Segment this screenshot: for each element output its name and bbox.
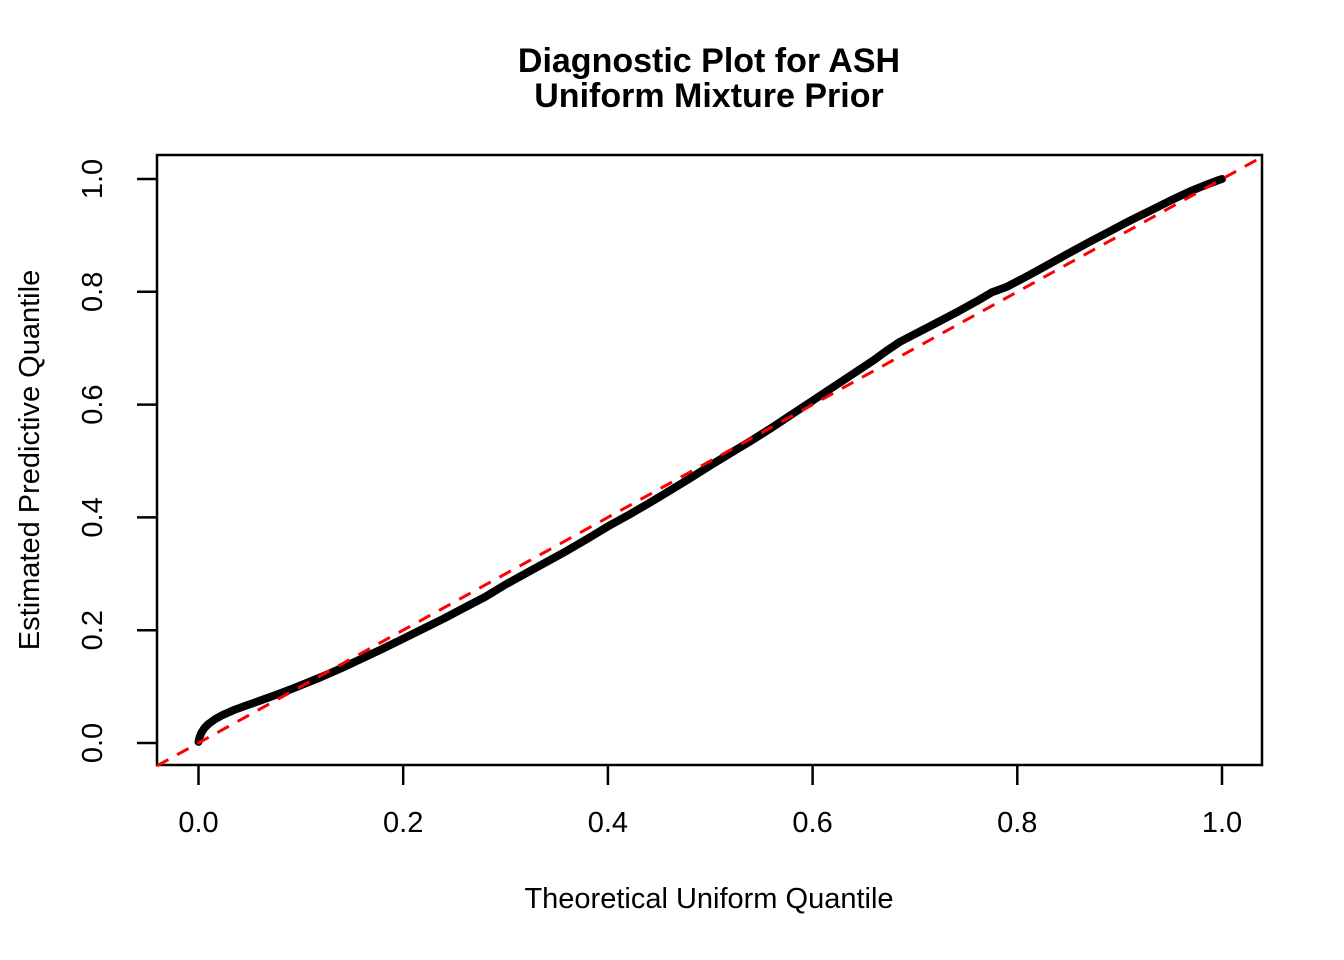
x-axis-title: Theoretical Uniform Quantile [524, 883, 893, 915]
x-axis-tick-labels: 0.0 0.2 0.4 0.6 0.8 1.0 [178, 807, 1242, 839]
y-tick-label: 0.8 [77, 272, 109, 312]
plot-box [155, 153, 1264, 767]
x-tick-label: 0.4 [588, 807, 628, 839]
y-axis-tick-labels: 0.0 0.2 0.4 0.6 0.8 1.0 [77, 159, 109, 763]
x-tick-label: 1.0 [1202, 807, 1242, 839]
y-tick-label: 0.2 [77, 610, 109, 650]
y-tick-label: 1.0 [77, 159, 109, 199]
x-tick-label: 0.2 [383, 807, 423, 839]
plot-title-line2: Uniform Mixture Prior [534, 77, 883, 115]
y-axis-ticks [137, 177, 157, 745]
plot-title-line1: Diagnostic Plot for ASH [518, 42, 900, 80]
x-tick-label: 0.6 [792, 807, 832, 839]
x-tick-label: 0.8 [997, 807, 1037, 839]
y-tick-label: 0.6 [77, 384, 109, 424]
x-axis-ticks [197, 765, 1224, 785]
x-tick-label: 0.0 [178, 807, 218, 839]
y-tick-label: 0.0 [77, 723, 109, 763]
qq-curve [194, 175, 1226, 746]
y-axis-title: Estimated Predictive Quantile [14, 270, 46, 650]
reference-diagonal-line [156, 154, 1265, 768]
y-tick-label: 0.4 [77, 497, 109, 537]
